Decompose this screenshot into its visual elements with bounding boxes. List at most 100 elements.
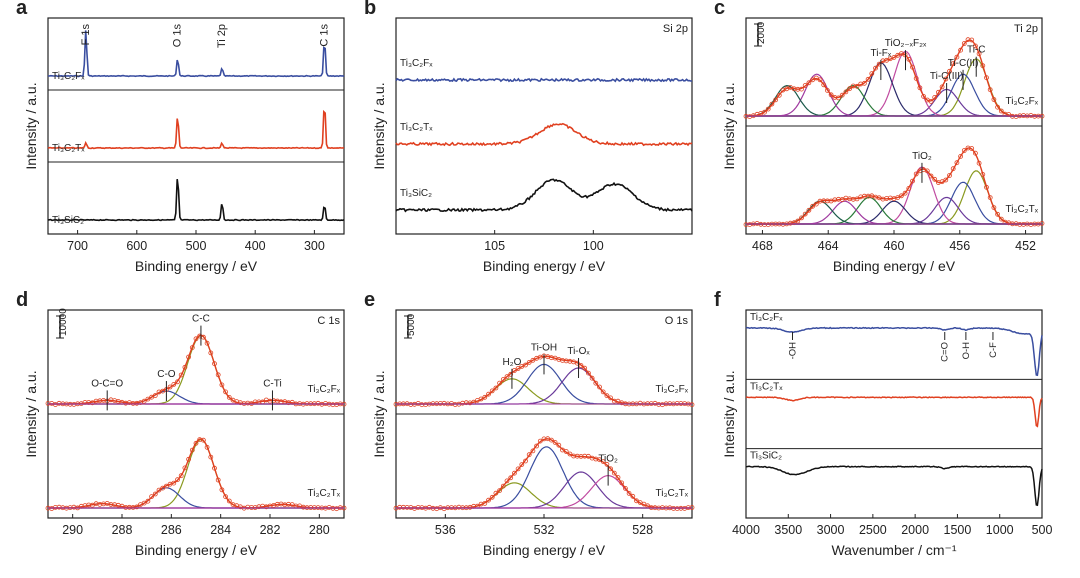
data-point-e	[508, 371, 514, 377]
data-point-c	[939, 179, 945, 185]
data-point-d	[149, 494, 155, 500]
data-point-e	[493, 385, 499, 391]
subplot-label-e: Ti₃C₂Tₓ	[655, 488, 688, 499]
y-axis-label-d: Intensity / a.u.	[23, 370, 39, 457]
x-axis-label-a: Binding energy / eV	[135, 258, 258, 274]
x-tick-label-f: 1500	[944, 523, 972, 537]
component-label-e: Ti-OH	[531, 342, 557, 353]
data-point-d	[219, 382, 225, 388]
band-annotation-f: -OH	[788, 342, 799, 360]
peak-annotation-a: O 1s	[172, 24, 184, 48]
data-point-c	[976, 51, 982, 57]
data-point-c	[847, 86, 852, 92]
panel-letter-a: a	[16, 0, 28, 19]
data-point-d	[193, 440, 199, 446]
subplot-label-d: Ti₃C₂Tₓ	[307, 488, 340, 499]
series-label-a: Ti₃C₂Fₓ	[52, 71, 85, 82]
data-point-d	[145, 396, 151, 402]
data-point-d	[175, 379, 180, 385]
data-point-e	[530, 448, 536, 454]
data-point-c	[961, 41, 967, 46]
data-point-c	[969, 146, 975, 151]
data-point-e	[523, 362, 528, 368]
x-tick-label-c: 452	[1015, 239, 1036, 253]
x-tick-label-d: 280	[309, 523, 330, 537]
data-point-c	[943, 76, 949, 82]
envelope-fit-c	[746, 39, 1042, 117]
data-point-c	[932, 176, 938, 182]
data-point-d	[178, 372, 184, 378]
data-point-c	[791, 220, 797, 226]
data-point-c	[980, 171, 986, 177]
data-point-e	[482, 500, 488, 506]
data-point-c	[799, 215, 804, 221]
x-tick-label-d: 290	[62, 523, 83, 537]
data-point-c	[906, 56, 912, 62]
data-point-d	[215, 372, 221, 378]
data-point-e	[526, 359, 532, 365]
envelope-fit-c	[746, 147, 1042, 225]
data-point-e	[489, 494, 495, 500]
component-label-e: Ti-Oₓ	[567, 346, 590, 357]
data-point-c	[998, 108, 1004, 114]
data-point-d	[160, 485, 166, 491]
y-axis-label-a: Intensity / a.u.	[23, 82, 39, 169]
scale-bar-label-c: 2000	[756, 21, 767, 44]
data-point-e	[504, 478, 510, 484]
series-line-f	[745, 326, 1043, 377]
data-point-c	[954, 160, 960, 166]
data-point-c	[869, 71, 875, 76]
x-axis-label-b: Binding energy / eV	[483, 258, 606, 274]
data-point-e	[549, 437, 554, 443]
data-point-d	[219, 487, 225, 493]
component-curve-c	[746, 84, 1042, 117]
data-point-d	[193, 336, 199, 342]
data-point-c	[795, 218, 801, 224]
data-point-c	[976, 160, 982, 166]
data-point-e	[478, 396, 484, 402]
series-line-b	[395, 122, 693, 147]
data-point-d	[186, 354, 192, 360]
data-point-c	[936, 89, 941, 95]
data-point-d	[90, 400, 95, 406]
data-point-d	[223, 389, 229, 395]
x-tick-label-d: 286	[161, 523, 182, 537]
data-point-c	[995, 211, 1000, 217]
data-point-c	[1039, 220, 1045, 226]
data-point-c	[828, 92, 834, 98]
series-line-a	[47, 109, 345, 150]
component-curve-e	[396, 446, 692, 509]
y-axis-label-e: Intensity / a.u.	[371, 370, 387, 457]
series-label-f: Ti₃C₂Tₓ	[750, 381, 783, 392]
data-point-c	[810, 77, 815, 83]
data-point-c	[806, 207, 812, 213]
x-tick-label-e: 528	[632, 523, 653, 537]
data-point-e	[497, 488, 503, 494]
data-point-c	[969, 37, 975, 43]
series-line-b	[395, 178, 693, 213]
data-point-d	[167, 384, 173, 390]
axis-frame-f	[745, 309, 1043, 519]
data-point-d	[186, 456, 192, 462]
x-tick-label-a: 400	[245, 239, 266, 253]
subplot-label-d: Ti₃C₂Fₓ	[307, 384, 340, 395]
data-point-d	[134, 504, 140, 510]
component-label-c: Ti-C(II)	[948, 58, 979, 69]
data-point-c	[921, 94, 926, 99]
data-point-e	[619, 480, 625, 486]
band-annotation-f: C=O	[940, 342, 951, 362]
data-point-d	[212, 361, 217, 367]
chart-title-e: O 1s	[665, 315, 689, 327]
data-point-c	[776, 92, 782, 98]
data-point-c	[902, 190, 908, 196]
component-label-c: TiO₂₋ₓF₂ₓ	[885, 38, 927, 49]
data-point-c	[917, 85, 923, 91]
data-point-e	[582, 365, 588, 371]
data-point-d	[208, 454, 214, 460]
data-point-d	[200, 437, 206, 443]
data-point-e	[497, 380, 503, 386]
series-label-f: Ti₃C₂Fₓ	[750, 312, 783, 323]
data-point-d	[226, 394, 232, 400]
data-point-d	[141, 500, 147, 506]
component-curve-c	[746, 181, 1042, 225]
